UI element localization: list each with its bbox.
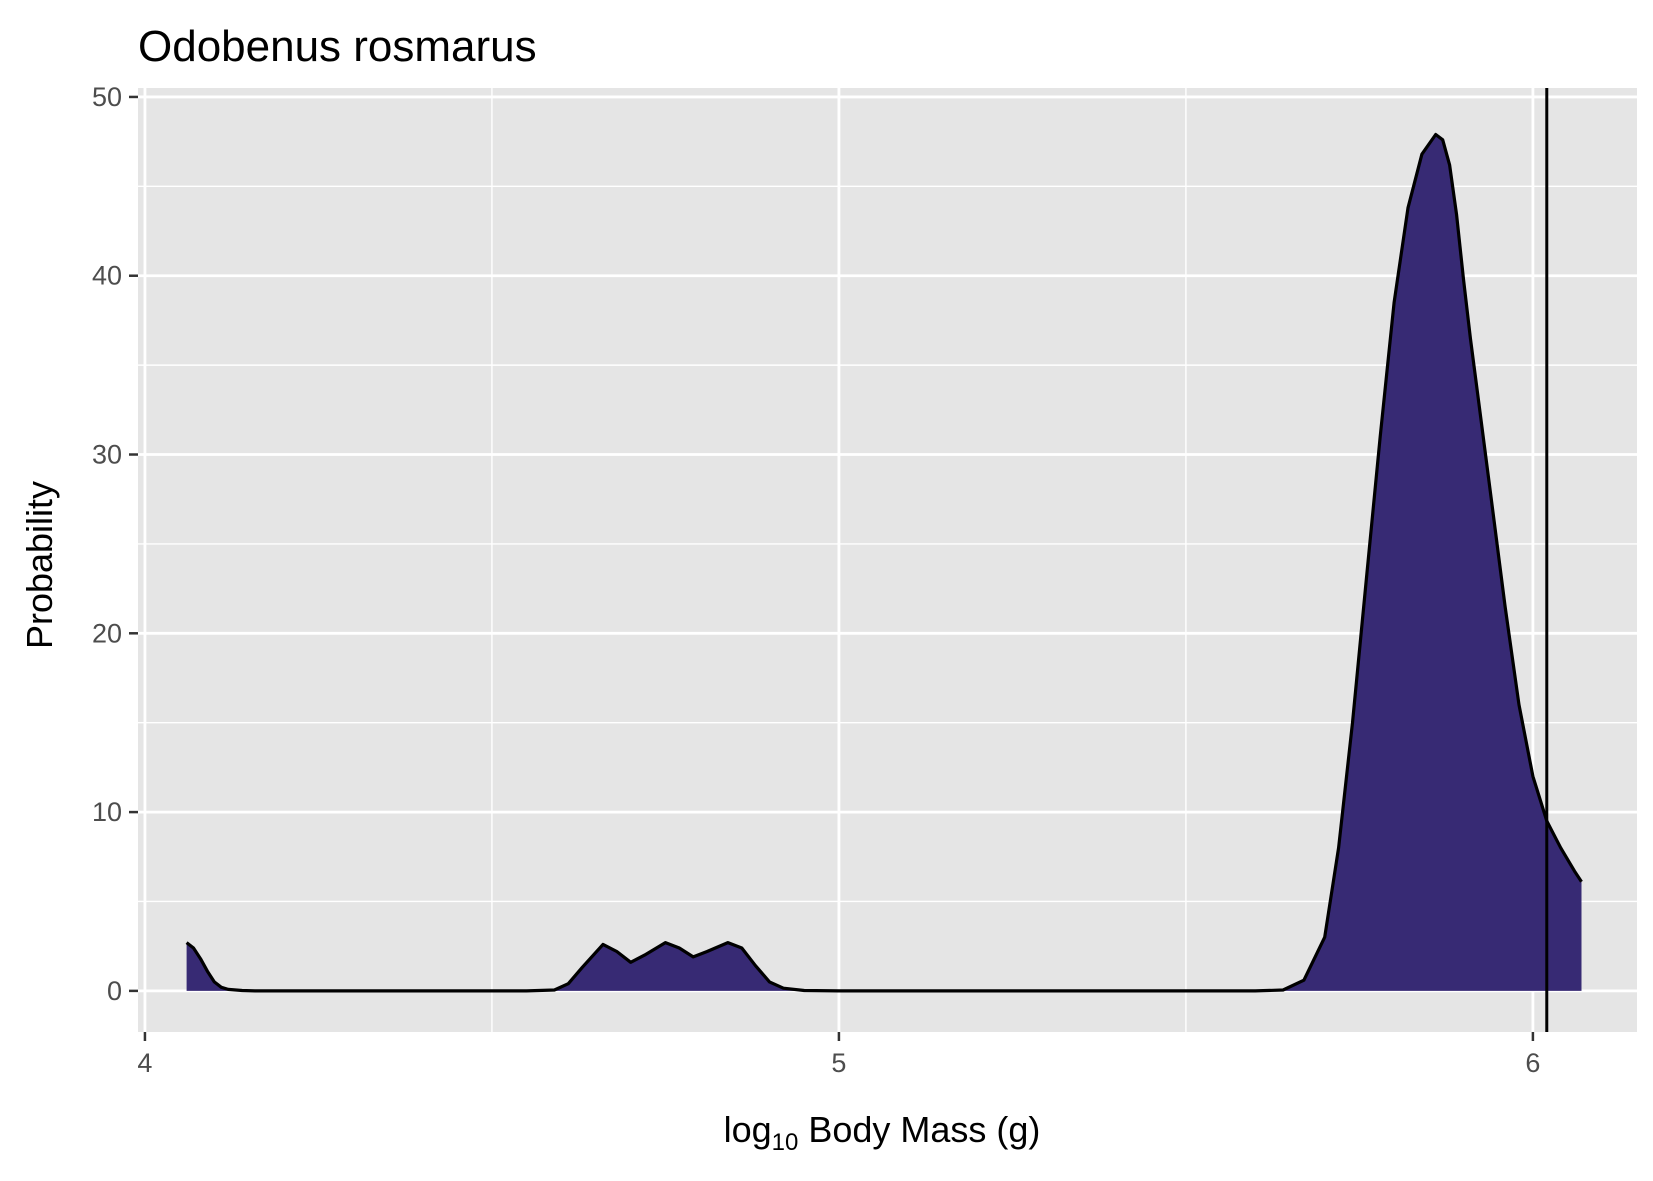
x-axis: 4 5 6 [137,1032,1540,1078]
density-curve [185,132,1583,993]
x-axis-title: log10 Body Mass (g) [724,1109,1041,1156]
y-tick-label: 50 [92,82,122,112]
y-tick-label: 30 [92,440,122,470]
y-tick-label: 20 [92,618,122,648]
y-tick-label: 10 [92,797,122,827]
x-axis-title-subscript: 10 [772,1129,799,1156]
y-tick-label: 40 [92,261,122,291]
x-tick-label: 6 [1525,1048,1540,1078]
density-area [186,134,1582,991]
y-axis-title: Probability [19,481,60,649]
x-tick-label: 4 [137,1048,152,1078]
x-axis-title-prefix: log [724,1109,772,1150]
x-tick-label: 5 [831,1048,846,1078]
y-axis: 0 10 20 30 40 50 [92,82,138,1006]
x-axis-title-suffix: Body Mass (g) [798,1109,1040,1150]
chart-title: Odobenus rosmarus [138,22,537,71]
y-tick-label: 0 [107,976,122,1006]
